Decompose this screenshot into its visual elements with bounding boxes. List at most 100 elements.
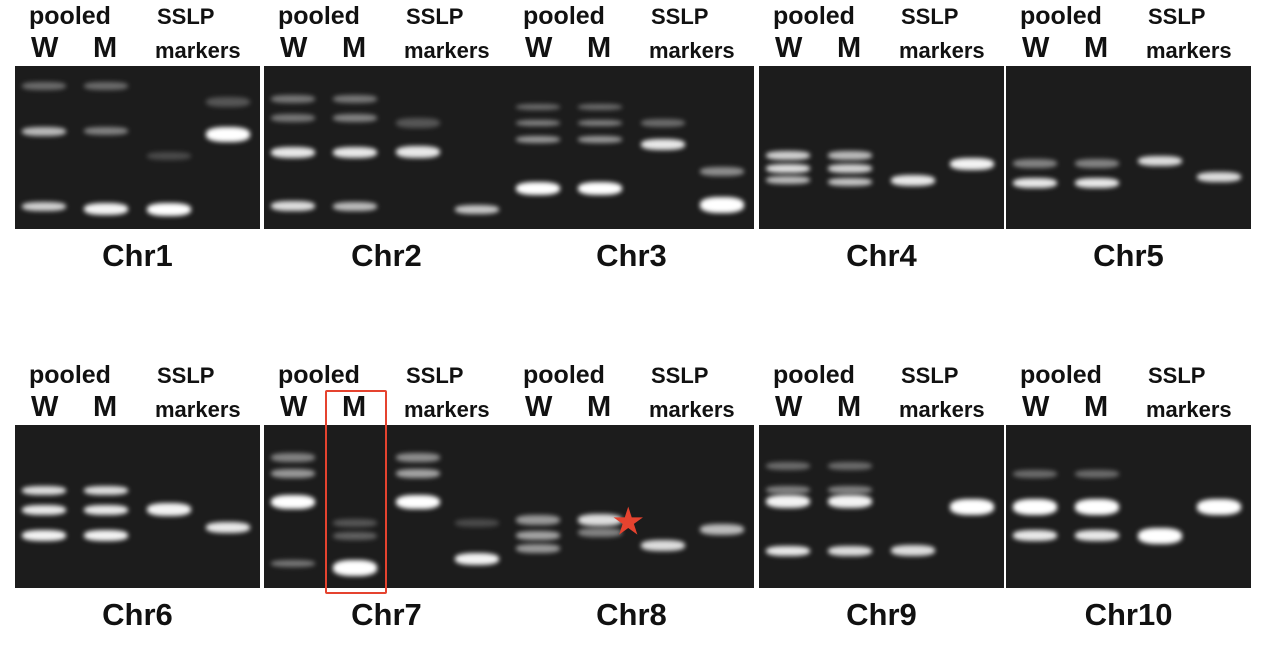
gel-band [766,461,811,470]
gel-band [700,196,745,213]
gel-band [83,485,128,495]
markers-label: markers [899,397,985,422]
pooled-label: pooled [523,2,605,30]
pooled-label: pooled [773,2,855,30]
gel-band [827,461,872,470]
gel-band [271,494,316,509]
gel-band [206,96,251,107]
gel-band [1013,178,1058,189]
mutant-lane-label: M [93,391,118,423]
sslp-label: SSLP [1148,4,1206,29]
gel-band [577,528,622,538]
gel-image [15,425,260,588]
pooled-label: pooled [1020,361,1102,389]
gel-band [271,201,316,212]
sslp-label: SSLP [406,363,464,388]
chromosome-label: Chr4 [846,238,917,273]
chromosome-label: Chr5 [1093,238,1164,273]
gel-band [516,120,561,127]
gel-image [15,66,260,229]
gel-band [766,164,811,174]
sslp-label: SSLP [901,4,959,29]
gel-band [147,202,192,216]
gel-band [332,560,377,577]
gel-band [1138,527,1183,544]
gel-band [455,552,500,565]
wild-type-lane-label: W [775,391,803,423]
mutant-lane-label: M [837,32,862,64]
gel-band [271,114,316,123]
markers-label: markers [1146,397,1232,422]
gel-band [271,146,316,158]
gel-band [516,531,561,541]
gel-band [577,103,622,110]
wild-type-lane-label: W [525,32,553,64]
gel-band [22,485,67,495]
mutant-lane-label: M [837,391,862,423]
wild-type-lane-label: W [775,32,803,64]
gel-band [22,201,67,211]
gel-band [827,177,872,186]
gel-band [1074,498,1119,515]
chromosome-label: Chr1 [102,238,173,273]
gel-band [332,201,377,211]
wild-type-lane-label: W [525,391,553,423]
gel-image [1006,66,1251,229]
gel-band [641,119,686,128]
gel-band [577,135,622,143]
gel-band [827,151,872,161]
gel-band [22,504,67,515]
sslp-label: SSLP [651,4,709,29]
gel-band [827,486,872,495]
gel-band [891,174,936,186]
gel-band [577,513,622,526]
sslp-label: SSLP [651,363,709,388]
chromosome-label: Chr3 [596,238,667,273]
gel-band [396,494,441,509]
gel-band [1138,155,1183,166]
pooled-label: pooled [278,2,360,30]
gel-band [577,120,622,127]
sslp-label: SSLP [901,363,959,388]
gel-band [950,157,995,170]
gel-band [83,530,128,542]
markers-label: markers [649,38,735,63]
gel-band [516,135,561,143]
gel-band [700,523,745,535]
highlight-box-chr7-mutant [325,390,387,594]
gel-band [332,114,377,123]
sslp-label: SSLP [406,4,464,29]
gel-band [827,495,872,509]
markers-label: markers [404,397,490,422]
star-icon: ★ [613,503,644,541]
gel-band [22,530,67,542]
gel-band [83,127,128,136]
gel-band [206,522,251,534]
gel-band [766,545,811,556]
gel-band [83,504,128,515]
pooled-label: pooled [1020,2,1102,30]
gel-band [827,545,872,556]
gel-band [455,204,500,214]
gel-band [147,151,192,160]
wild-type-lane-label: W [280,32,308,64]
gel-band [22,126,67,136]
markers-label: markers [155,38,241,63]
markers-label: markers [649,397,735,422]
chromosome-label: Chr2 [351,238,422,273]
mutant-lane-label: M [93,32,118,64]
mutant-lane-label: M [1084,391,1109,423]
gel-image [759,425,1004,588]
gel-band [22,81,67,90]
chromosome-label: Chr9 [846,597,917,632]
gel-band [766,176,811,185]
wild-type-lane-label: W [1022,32,1050,64]
chromosome-label: Chr6 [102,597,173,632]
gel-band [641,138,686,150]
gel-band [271,560,316,568]
gel-band [1197,498,1242,515]
sslp-label: SSLP [1148,363,1206,388]
mutant-lane-label: M [587,391,612,423]
pooled-label: pooled [278,361,360,389]
